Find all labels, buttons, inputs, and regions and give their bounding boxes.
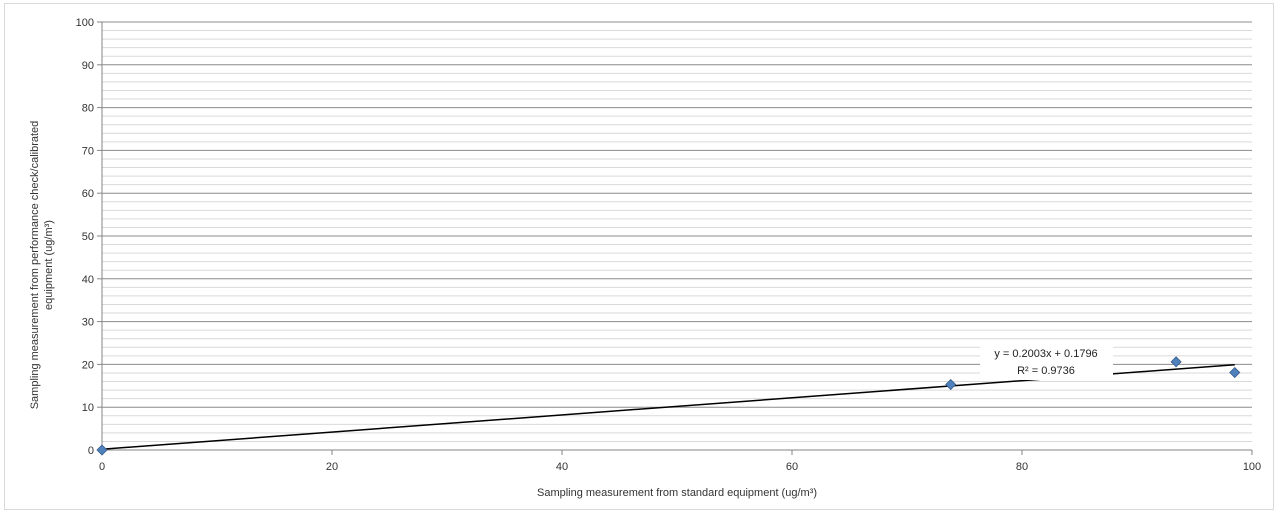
- y-tick-label: 0: [88, 445, 94, 457]
- y-tick-label: 100: [76, 17, 94, 29]
- x-tick-label: 0: [99, 461, 105, 473]
- x-tick-label: 80: [1016, 461, 1028, 473]
- y-tick-label: 70: [82, 145, 94, 157]
- y-axis-title-line-1: Sampling measurement from performance ch…: [29, 121, 41, 410]
- y-tick-label: 10: [82, 402, 94, 414]
- y-tick-label: 80: [82, 103, 94, 115]
- chart-frame: [4, 3, 1274, 510]
- x-tick-label: 20: [326, 461, 338, 473]
- trendline-r-squared: R² = 0.9736: [1017, 365, 1075, 377]
- y-tick-label: 40: [82, 274, 94, 286]
- points-layer: [96, 356, 1241, 456]
- data-point: [945, 378, 957, 391]
- y-tick-label: 50: [82, 231, 94, 243]
- y-axis-title-line-2: equipment (ug/m³): [43, 220, 55, 310]
- labels-layer: Sampling measurement from standard equip…: [29, 17, 1261, 499]
- y-tick-label: 30: [82, 317, 94, 329]
- y-tick-label: 20: [82, 359, 94, 371]
- trendline-equation-box: y = 0.2003x + 0.1796 R² = 0.9736: [980, 345, 1113, 380]
- data-point: [1170, 356, 1182, 368]
- x-tick-label: 100: [1243, 461, 1261, 473]
- x-tick-label: 60: [786, 461, 798, 473]
- data-point: [96, 444, 108, 456]
- data-point: [1229, 366, 1241, 379]
- y-tick-label: 90: [82, 60, 94, 72]
- grid-layer: [102, 21, 1252, 442]
- x-axis-title: Sampling measurement from standard equip…: [537, 487, 817, 499]
- y-tick-label: 60: [82, 188, 94, 200]
- trendline-equation: y = 0.2003x + 0.1796: [994, 348, 1097, 360]
- trendline-equation-background: [980, 345, 1113, 380]
- x-tick-label: 40: [556, 461, 568, 473]
